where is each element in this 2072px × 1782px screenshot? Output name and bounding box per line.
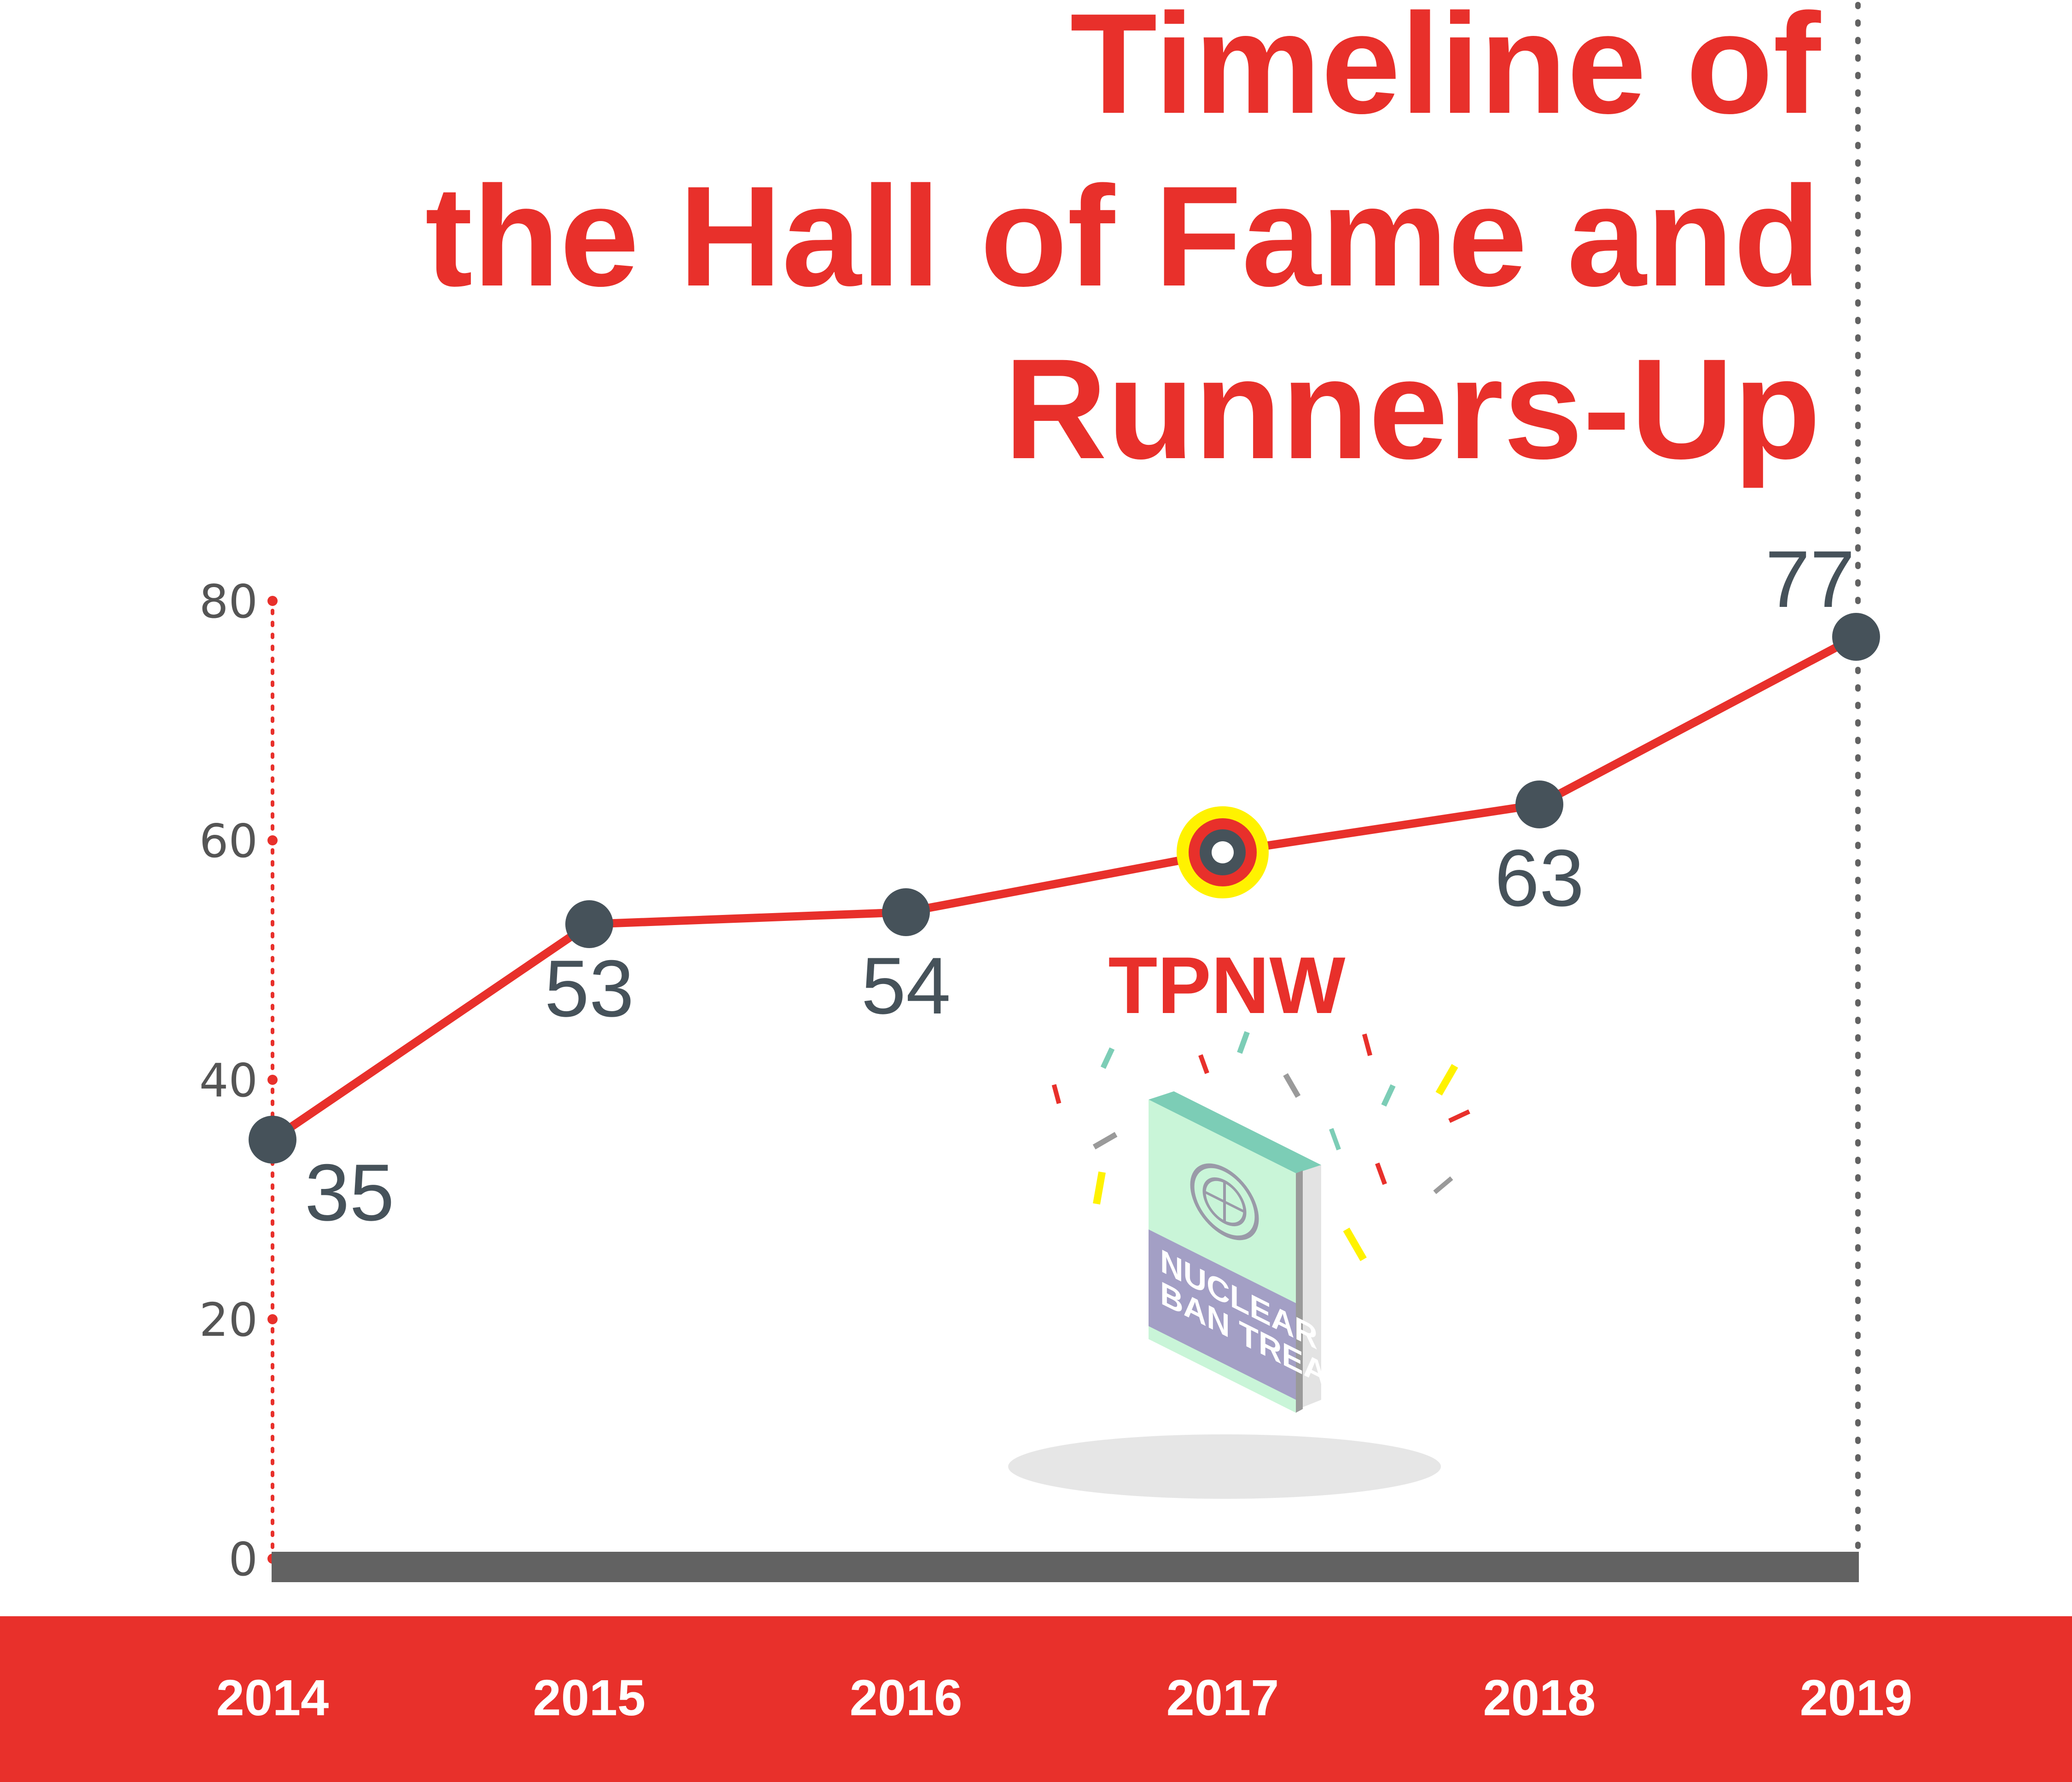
baseline-bar xyxy=(272,1552,1859,1582)
data-point-marker xyxy=(249,1116,296,1164)
data-point-marker xyxy=(1515,780,1563,828)
highlight-marker-center xyxy=(1212,841,1234,863)
book-shadow xyxy=(1008,1434,1441,1499)
y-tick-dot xyxy=(267,1075,278,1085)
confetti-piece xyxy=(1237,1031,1250,1054)
y-tick-label: 20 xyxy=(199,1293,258,1347)
confetti-piece xyxy=(1100,1047,1115,1069)
data-point-marker xyxy=(1832,613,1880,661)
x-tick-label: 2017 xyxy=(1167,1670,1279,1726)
y-tick-label: 40 xyxy=(199,1054,258,1107)
chart-title: Timeline of the Hall of Fame and Runners… xyxy=(425,0,1822,489)
confetti-piece xyxy=(1051,1084,1062,1104)
data-point-marker xyxy=(565,900,613,948)
confetti-piece xyxy=(1343,1227,1367,1261)
confetti-piece xyxy=(1093,1171,1106,1205)
year-band xyxy=(0,1616,2072,1782)
data-label: 54 xyxy=(861,941,951,1031)
x-tick-label: 2016 xyxy=(850,1670,963,1726)
y-tick-dot xyxy=(267,596,278,606)
y-tick-label: 60 xyxy=(199,814,258,868)
y-axis-ticks: 0 20 40 60 80 xyxy=(199,575,278,1586)
y-tick-dot xyxy=(267,835,278,845)
series-line xyxy=(268,633,1860,1144)
tpnw-annotation-label: TPNW xyxy=(1108,941,1345,1031)
book-back-edge xyxy=(1296,1171,1303,1413)
y-tick-label: 80 xyxy=(199,575,258,629)
title-line-2: the Hall of Fame and xyxy=(425,156,1821,316)
confetti-piece xyxy=(1381,1084,1396,1107)
book-cover-bottom xyxy=(1149,1326,1296,1413)
confetti-piece xyxy=(1362,1033,1373,1056)
title-line-3: Runners-Up xyxy=(1004,329,1821,489)
confetti-piece xyxy=(1198,1054,1209,1074)
x-tick-label: 2015 xyxy=(533,1670,646,1726)
confetti-piece xyxy=(1448,1109,1470,1123)
confetti-piece xyxy=(1092,1132,1118,1150)
un-emblem-icon xyxy=(1190,1163,1259,1240)
confetti xyxy=(1051,1031,1470,1261)
data-label: 63 xyxy=(1495,833,1584,923)
nuclear-ban-treaty-book-illustration: NUCLEAR BAN TREATY xyxy=(1008,1031,1470,1499)
x-tick-label: 2019 xyxy=(1800,1670,1913,1726)
data-label: 53 xyxy=(545,944,634,1034)
confetti-piece xyxy=(1329,1128,1341,1151)
confetti-piece xyxy=(1433,1176,1453,1194)
y-tick-dot xyxy=(267,1314,278,1324)
data-label: 77 xyxy=(1765,535,1855,624)
x-tick-label: 2014 xyxy=(216,1670,329,1726)
data-label: 35 xyxy=(305,1148,395,1238)
book-cover-band xyxy=(1149,1229,1296,1400)
x-axis-year-labels: 2014 2015 2016 2017 2018 2019 xyxy=(216,1670,1913,1726)
x-tick-label: 2018 xyxy=(1483,1670,1596,1726)
confetti-piece xyxy=(1375,1162,1387,1185)
confetti-piece xyxy=(1435,1064,1458,1096)
confetti-piece xyxy=(1283,1073,1301,1098)
plot-area: 35 53 54 63 77 xyxy=(249,535,1880,1238)
data-point-marker xyxy=(882,888,930,936)
book-spine xyxy=(1149,1091,1321,1173)
title-line-1: Timeline of xyxy=(1070,0,1822,143)
y-tick-label: 0 xyxy=(228,1532,258,1586)
